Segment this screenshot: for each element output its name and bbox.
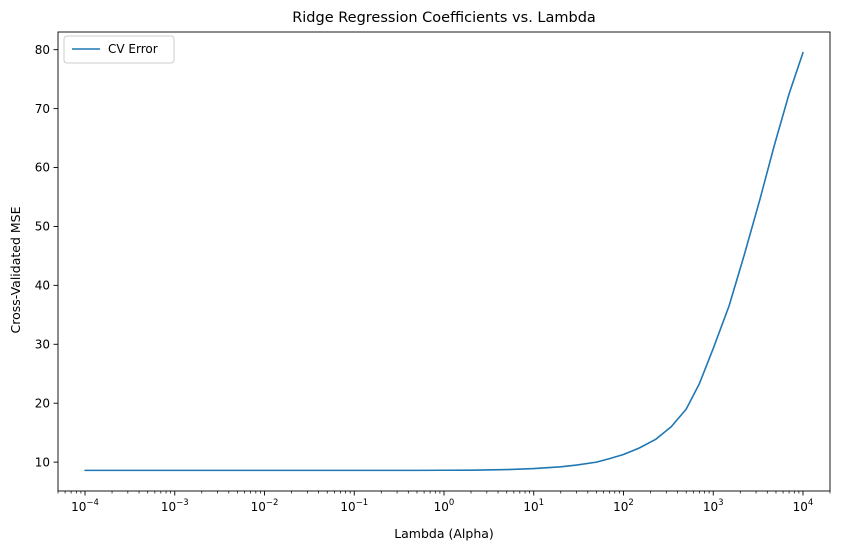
y-tick-label: 70 <box>35 102 50 116</box>
x-tick-label: 101 <box>523 498 544 514</box>
x-tick-label: 103 <box>703 498 724 514</box>
x-tick-label: 10−4 <box>71 498 99 514</box>
plot-area: 10−4 10−3 10−2 10−1 100 101 102 103 104 10 20 30 40 5… <box>35 31 831 514</box>
y-tick-label: 50 <box>35 220 50 234</box>
x-tick-label: 100 <box>434 498 455 514</box>
y-tick-label: 10 <box>35 455 50 469</box>
x-tick-label: 104 <box>793 498 814 514</box>
x-tick-label: 102 <box>613 498 634 514</box>
y-tick-label: 60 <box>35 161 50 175</box>
plot-frame <box>57 31 831 492</box>
y-tick-label: 20 <box>35 396 50 410</box>
legend: CV Error <box>63 35 175 64</box>
x-tick-label: 10−1 <box>340 498 368 514</box>
y-tick-label: 40 <box>35 279 50 293</box>
y-axis-label: Cross-Validated MSE <box>8 206 23 333</box>
x-tick-label: 10−3 <box>161 498 189 514</box>
y-tick-label: 80 <box>35 43 50 57</box>
chart-title: Ridge Regression Coefficients vs. Lambda <box>292 10 596 26</box>
y-tick-label: 30 <box>35 337 50 351</box>
legend-entry-cv-error: CV Error <box>108 42 158 56</box>
x-tick-label: 10−2 <box>251 498 279 514</box>
x-axis-label: Lambda (Alpha) <box>394 526 494 541</box>
legend-box <box>63 35 175 64</box>
series-line-cv-error <box>84 51 804 472</box>
